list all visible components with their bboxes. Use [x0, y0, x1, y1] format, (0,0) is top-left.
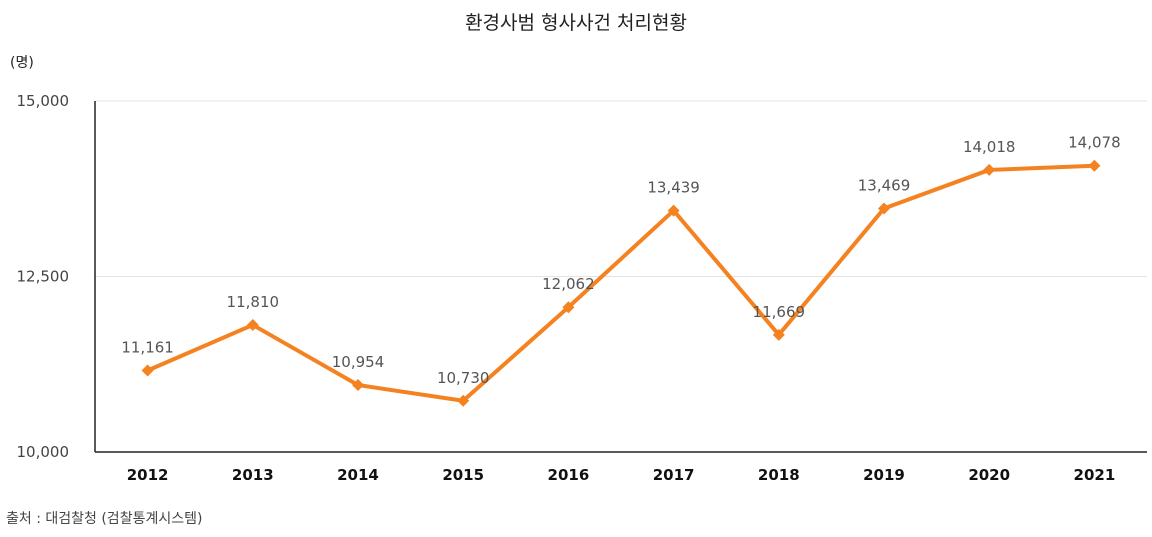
data-label: 13,439	[647, 179, 700, 197]
chart-title: 환경사범 형사사건 처리현황	[465, 12, 687, 34]
x-tick-label: 2012	[127, 466, 169, 484]
x-tick-label: 2020	[968, 466, 1010, 484]
data-label: 11,669	[753, 303, 806, 321]
data-point-marker	[246, 318, 259, 331]
data-label: 12,062	[542, 275, 595, 293]
y-tick-label: 15,000	[17, 92, 70, 110]
source-note: 출처 : 대검찰청 (검찰통계시스템)	[6, 511, 203, 527]
data-point-marker	[983, 163, 996, 176]
y-tick-label: 10,000	[17, 443, 70, 461]
x-tick-label: 2019	[863, 466, 905, 484]
data-point-marker	[878, 202, 890, 215]
x-tick-label: 2013	[232, 466, 274, 484]
data-point-marker	[1088, 159, 1101, 172]
data-point-marker	[562, 301, 575, 314]
x-tick-label: 2017	[653, 466, 695, 484]
data-label: 14,018	[963, 138, 1016, 156]
data-label: 11,161	[121, 338, 174, 356]
y-tick-label: 12,500	[17, 268, 70, 286]
data-label: 10,730	[437, 369, 490, 387]
y-axis-unit-label: (명)	[10, 55, 34, 71]
data-label: 13,469	[858, 176, 911, 194]
data-point-marker	[457, 394, 470, 407]
data-point-marker	[141, 364, 154, 377]
x-tick-label: 2015	[442, 466, 484, 484]
x-tick-label: 2014	[337, 466, 379, 484]
series-line	[146, 163, 1095, 403]
data-point-marker	[667, 204, 680, 217]
x-tick-label: 2016	[548, 466, 590, 484]
data-label: 11,810	[227, 293, 280, 311]
data-label: 14,078	[1068, 134, 1121, 152]
data-point-marker	[352, 379, 364, 392]
data-label: 10,954	[332, 353, 385, 371]
x-tick-label: 2018	[758, 466, 800, 484]
x-tick-label: 2021	[1074, 466, 1116, 484]
data-point-marker	[772, 328, 785, 341]
